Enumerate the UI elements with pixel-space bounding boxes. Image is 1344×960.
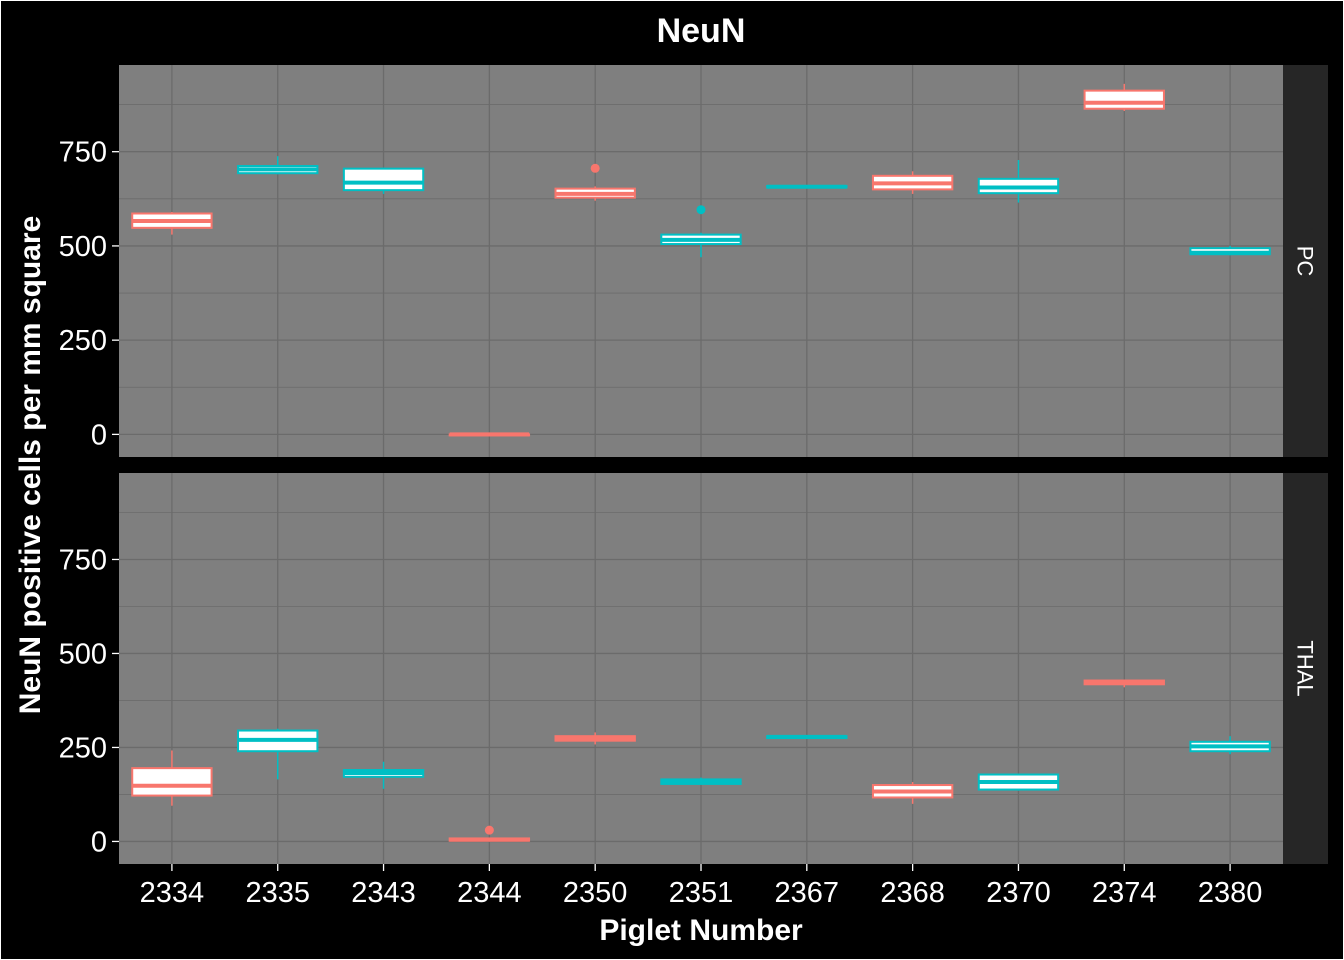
facet-panel-thal: 0 250 500 750 THAL (59, 473, 1328, 864)
box-2350 (554, 732, 636, 745)
facet-panels: 0 250 500 750 PC 0 250 500 750 THAL (59, 65, 1328, 864)
box-2335 (237, 156, 319, 175)
facet-strip-label: THAL (1293, 640, 1318, 696)
box-2334 (131, 212, 213, 235)
box-2344 (448, 432, 531, 437)
y-tick-label: 500 (59, 231, 107, 263)
x-axis-title: Piglet Number (599, 914, 803, 947)
box-2370 (977, 159, 1060, 203)
box-2368 (871, 782, 954, 804)
facet-strip-label: PC (1293, 246, 1318, 277)
facet-strip (1283, 473, 1328, 864)
x-tick-label: 2368 (880, 877, 945, 909)
chart-title: NeuN (657, 12, 746, 50)
y-tick-label: 250 (59, 732, 107, 764)
box-2380 (1189, 736, 1271, 755)
x-tick-label: 2344 (457, 877, 522, 909)
x-tick-label: 2367 (775, 877, 840, 909)
box-2343 (342, 761, 425, 789)
y-tick-label: 500 (59, 638, 107, 670)
box-2335 (237, 728, 319, 780)
x-tick-label: 2374 (1092, 877, 1157, 909)
x-tick-label: 2351 (669, 877, 734, 909)
box-2351 (660, 777, 742, 785)
outlier-point (696, 205, 706, 215)
box-body (342, 167, 425, 192)
box-2343 (342, 167, 425, 194)
y-tick-label: 0 (91, 826, 107, 858)
box-body (1083, 89, 1165, 110)
box-2351 (660, 205, 742, 258)
box-2368 (871, 171, 954, 194)
y-tick-label: 750 (59, 137, 107, 169)
x-axis-ticks: 2334 2335 2343 2344 2350 2351 2367 2368 2370 2374… (140, 864, 1263, 909)
box-2367 (766, 184, 848, 189)
x-tick-label: 2380 (1198, 877, 1263, 909)
box-2374 (1083, 679, 1165, 688)
x-tick-label: 2370 (986, 877, 1051, 909)
facet-strip (1283, 65, 1328, 457)
box-2367 (766, 734, 848, 740)
box-2374 (1083, 83, 1165, 111)
box-2380 (1189, 245, 1271, 256)
facet-panel-pc: 0 250 500 750 PC (59, 65, 1328, 457)
y-tick-label: 0 (91, 419, 107, 451)
y-axis-title: NeuN positive cells per mm square (14, 216, 47, 715)
x-tick-label: 2343 (351, 877, 416, 909)
y-tick-label: 750 (59, 544, 107, 576)
x-tick-label: 2334 (140, 877, 205, 909)
x-tick-label: 2335 (245, 877, 310, 909)
x-tick-label: 2350 (563, 877, 628, 909)
outlier-point (590, 163, 600, 173)
box-2334 (131, 750, 213, 806)
outlier-point (484, 825, 494, 835)
box-2350 (554, 163, 636, 201)
box-2344 (448, 825, 531, 842)
box-body (131, 767, 213, 797)
box-2370 (977, 773, 1060, 791)
y-tick-label: 250 (59, 325, 107, 357)
